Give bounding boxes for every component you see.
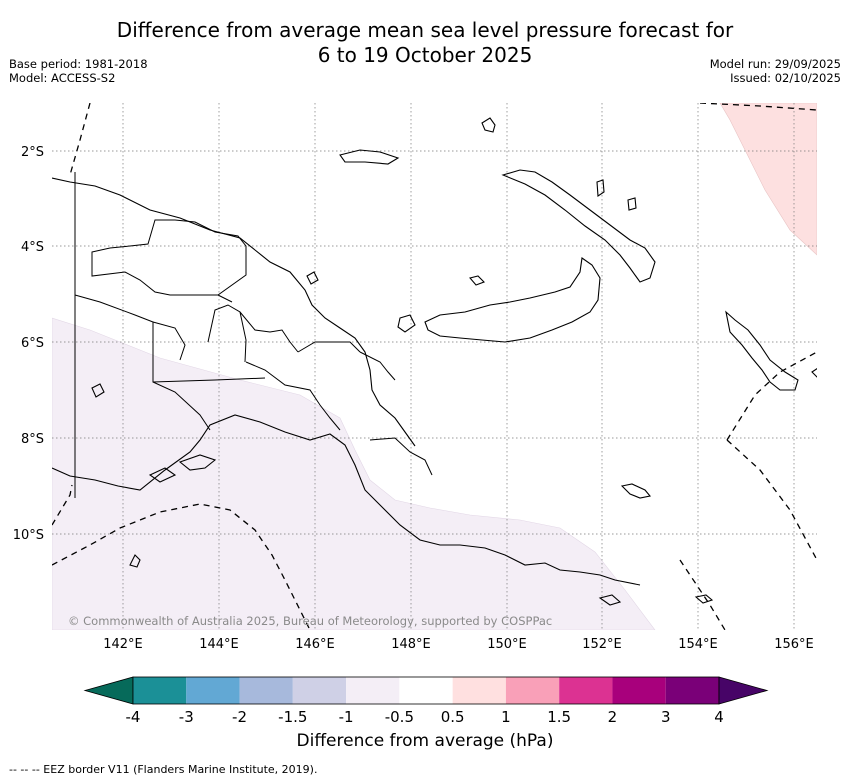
lon-tick-label: 154°E	[678, 637, 718, 652]
colorbar-swatch	[399, 677, 453, 704]
colorbar-swatch	[133, 677, 187, 704]
lon-tick-label: 156°E	[774, 637, 814, 652]
lon-tick-label: 148°E	[391, 637, 431, 652]
colorbar-tick-label: -4	[126, 708, 141, 726]
colorbar-swatch	[186, 677, 240, 704]
lon-tick-label: 152°E	[582, 637, 622, 652]
lon-tick-labels: 142°E 144°E 146°E 148°E 150°E 152°E 154°E 156°E	[103, 637, 814, 652]
colorbar-swatch	[612, 677, 666, 704]
colorbar-tick-label: -2	[232, 708, 247, 726]
positive-anomaly-region	[719, 103, 817, 256]
issued-label: Issued: 02/10/2025	[730, 71, 841, 85]
colorbar-swatch	[239, 677, 293, 704]
colorbar-swatch	[505, 677, 560, 704]
map-title: Difference from average mean sea level p…	[0, 18, 850, 68]
lon-tick-label: 146°E	[295, 637, 335, 652]
eez-borders	[52, 103, 817, 630]
admin-boundaries	[74, 172, 433, 498]
negative-anomaly-region	[52, 317, 656, 630]
coastlines	[52, 117, 817, 606]
eez-legend-label: -- -- -- EEZ border V11 (Flanders Marine…	[9, 763, 318, 776]
model-run-label: Model run: 29/09/2025	[709, 57, 841, 71]
colorbar-tick-label: 1	[501, 708, 511, 726]
model-info: Base period: 1981-2018 Model: ACCESS-S2	[9, 57, 148, 85]
colorbar-title: Difference from average (hPa)	[296, 731, 554, 751]
colorbar-tick-label: 4	[714, 708, 724, 726]
lat-tick-label: 2°S	[21, 145, 44, 160]
title-line-1: Difference from average mean sea level p…	[116, 18, 734, 42]
copyright-notice: © Commonwealth of Australia 2025, Bureau…	[68, 614, 553, 628]
base-period-label: Base period: 1981-2018	[9, 57, 148, 71]
run-info: Model run: 29/09/2025 Issued: 02/10/2025	[710, 57, 841, 85]
lon-tick-label: 144°E	[199, 637, 239, 652]
colorbar-tick-label: 1.5	[547, 708, 571, 726]
colorbar-tick-label: -0.5	[385, 708, 414, 726]
colorbar-swatch	[292, 677, 347, 704]
lat-tick-label: 4°S	[21, 240, 44, 255]
lat-tick-label: 6°S	[21, 336, 44, 351]
colorbar-low-extend	[83, 676, 134, 705]
colorbar-tick-label: -1	[339, 708, 354, 726]
colorbar-swatch	[452, 677, 506, 704]
lat-tick-label: 10°S	[13, 528, 44, 543]
colorbar-tick-label: 0.5	[441, 708, 465, 726]
lat-tick-label: 8°S	[21, 432, 44, 447]
colorbar-tick-label: 3	[661, 708, 671, 726]
colorbar-tick-label: 2	[608, 708, 618, 726]
colorbar-tick-label: -3	[179, 708, 194, 726]
colorbar-swatch	[559, 677, 613, 704]
lon-tick-label: 150°E	[487, 637, 527, 652]
colorbar-high-extend	[718, 676, 769, 705]
colorbar: -4 -3 -2 -1.5 -1 -0.5 0.5 1 1.5 2 3 4	[83, 676, 769, 726]
lat-tick-labels: 2°S 4°S 6°S 8°S 10°S	[13, 145, 44, 543]
model-label: Model: ACCESS-S2	[9, 71, 116, 85]
lon-tick-label: 142°E	[103, 637, 143, 652]
colorbar-tick-label: -1.5	[278, 708, 307, 726]
colorbar-swatch	[346, 677, 400, 704]
map-area	[52, 103, 817, 630]
lat-gridlines	[52, 150, 817, 535]
title-line-2: 6 to 19 October 2025	[317, 43, 533, 67]
colorbar-swatch	[665, 677, 719, 704]
